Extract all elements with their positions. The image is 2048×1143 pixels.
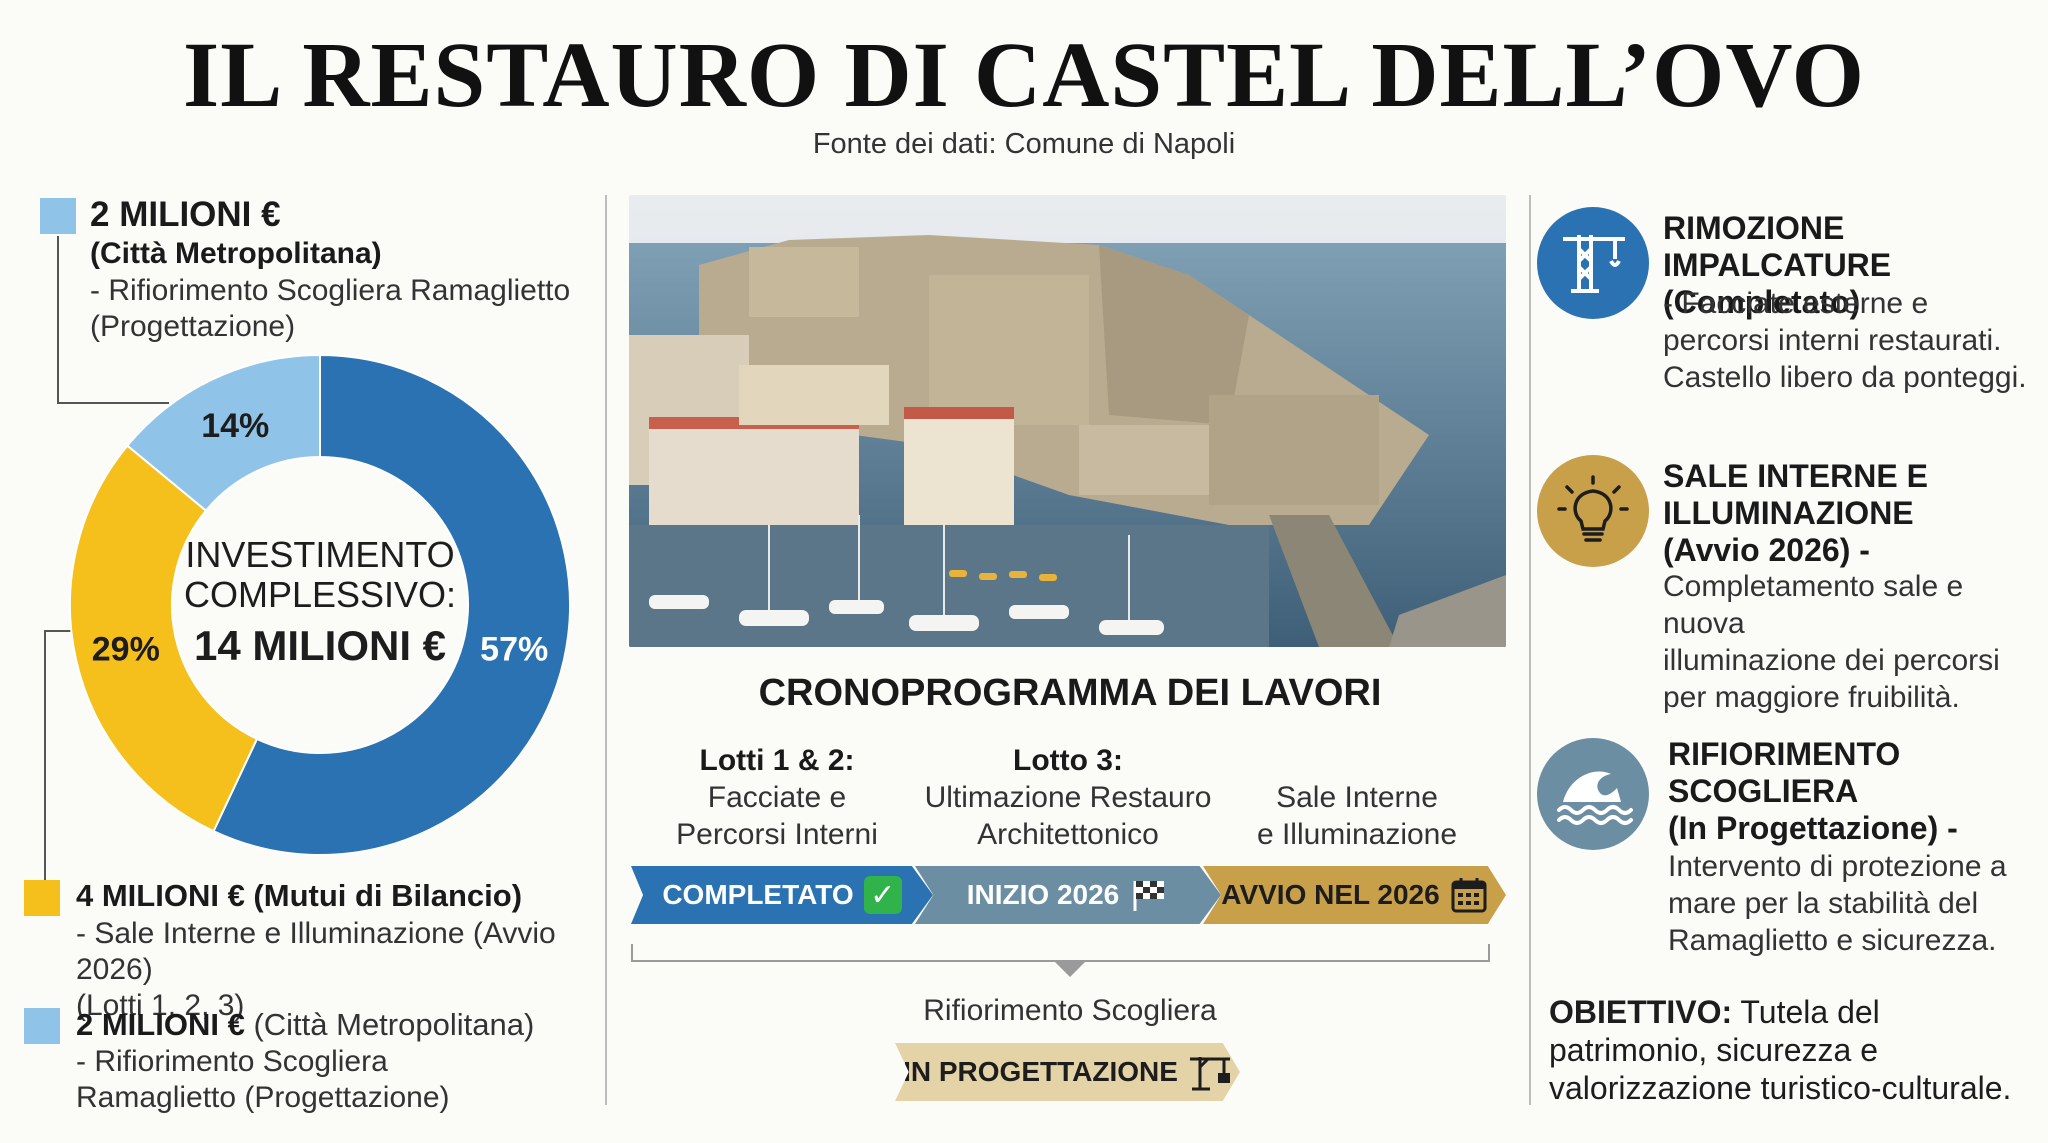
lot-sale-interne-label: Sale Interne e Illuminazione <box>1222 779 1492 853</box>
page-title: IL RESTAURO DI CASTEL DELL’OVO <box>183 24 1865 127</box>
lot-1-2-label: Lotti 1 & 2: Facciate e Percorsi Interni <box>646 742 908 853</box>
stage-completato: COMPLETATO ✓ <box>631 866 933 924</box>
status-3-desc: Intervento di protezione a mare per la s… <box>1668 850 2007 957</box>
crane-icon <box>1189 1057 1230 1091</box>
funding-bottom-heading: 2 MILIONI € (Città Metropolitana) <box>76 1006 534 1044</box>
objective-label: OBIETTIVO: <box>1549 994 1733 1030</box>
lot-1-2-head: Lotti 1 & 2: <box>699 744 855 777</box>
funding-bottom-amount: 2 MILIONI € <box>76 1007 245 1042</box>
funding-middle-amount: 4 MILIONI € (Mutui di Bilancio) <box>76 878 523 913</box>
data-source: Fonte dei dati: Comune di Napoli <box>812 128 1236 160</box>
donut-label-2: 14% <box>201 407 269 445</box>
funding-top-desc: - Rifiorimento Scogliera Ramaglietto (Pr… <box>90 274 571 343</box>
status-2-desc: Completamento sale e nuova illuminazione… <box>1663 570 2000 714</box>
objective-text: OBIETTIVO: Tutela del patrimonio, sicure… <box>1549 993 2029 1107</box>
legend-swatch-gold <box>24 880 60 916</box>
stage-inizio-2026: INIZIO 2026 <box>915 866 1221 924</box>
legend-swatch-light-blue-top <box>40 198 76 234</box>
donut-slice-2 <box>125 353 321 513</box>
donut-center-line-2: 14 MILIONI € <box>194 622 446 669</box>
calendar-icon <box>1451 878 1487 913</box>
donut-slice-1 <box>69 444 259 833</box>
donut-center-line-0: INVESTIMENTO <box>185 534 454 575</box>
timeline-bracket <box>631 944 1490 962</box>
timeline-pointer <box>1054 961 1086 977</box>
stage-avvio-label: AVVIO NEL 2026 <box>1221 879 1440 910</box>
light-bulb-icon <box>1537 455 1649 567</box>
donut-slice-0 <box>212 353 571 856</box>
funding-middle-desc: - Sale Interne e Illuminazione (Avvio 20… <box>76 917 556 1022</box>
reef-label: Rifiorimento Scogliera <box>923 994 1217 1027</box>
lot-1-2-line2: Percorsi Interni <box>676 818 878 851</box>
stage-completato-label: COMPLETATO <box>662 879 854 910</box>
stage-in-progettazione: IN PROGETTAZIONE <box>895 1043 1240 1101</box>
stage-progettazione-label: IN PROGETTAZIONE <box>903 1056 1178 1087</box>
lot-3-line2: Architettonico <box>977 818 1159 851</box>
donut-label-0: 57% <box>480 630 548 668</box>
funding-bottom-entity: (Città Metropolitana) <box>253 1007 535 1042</box>
funding-top-amount: 2 MILIONI € <box>90 195 281 234</box>
funding-top-entity: (Città Metropolitana) <box>90 237 382 270</box>
schedule-title: CRONOPROGRAMMA DEI LAVORI <box>758 672 1382 714</box>
status-1-title: RIMOZIONE IMPALCATURE (Completato) <box>1663 210 1892 320</box>
status-1-desc: - Facciate esterne e percorsi interni re… <box>1663 287 2027 394</box>
crane-icon <box>1537 207 1649 319</box>
donut-center-line-1: COMPLESSIVO: <box>184 574 456 615</box>
checkmark-icon: ✓ <box>863 876 902 914</box>
castle-illustration <box>629 195 1506 647</box>
lot-1-2-line1: Facciate e <box>707 781 847 814</box>
objective-body: Tutela del patrimonio, sicurezza e valor… <box>1549 994 2012 1106</box>
status-3-title: RIFIORIMENTO SCOGLIERA (In Progettazione… <box>1668 736 1958 846</box>
lot-3-label: Lotto 3: Ultimazione Restauro Architetto… <box>918 742 1218 853</box>
divider-left <box>605 195 607 1105</box>
stage-avvio-2026: AVVIO NEL 2026 <box>1203 866 1506 924</box>
leader-line-top <box>57 236 169 404</box>
wave-icon <box>1537 738 1649 850</box>
lot-3-head: Lotto 3: <box>1013 744 1123 777</box>
checkered-flag-icon <box>1133 881 1165 911</box>
stage-inizio-label: INIZIO 2026 <box>966 879 1120 910</box>
status-2-title: SALE INTERNE E ILLUMINAZIONE (Avvio 2026… <box>1663 458 1928 568</box>
divider-right <box>1529 195 1531 1105</box>
lot-sale-line2: e Illuminazione <box>1256 818 1458 851</box>
funding-bottom-desc: - Rifiorimento Scogliera Ramaglietto (Pr… <box>76 1045 450 1114</box>
legend-swatch-light-blue-bottom <box>24 1008 60 1044</box>
lot-sale-line1: Sale Interne <box>1276 781 1438 814</box>
donut-label-1: 29% <box>92 630 160 668</box>
lot-3-line1: Ultimazione Restauro <box>924 781 1212 814</box>
castel-dell-ovo-photo <box>629 195 1506 647</box>
